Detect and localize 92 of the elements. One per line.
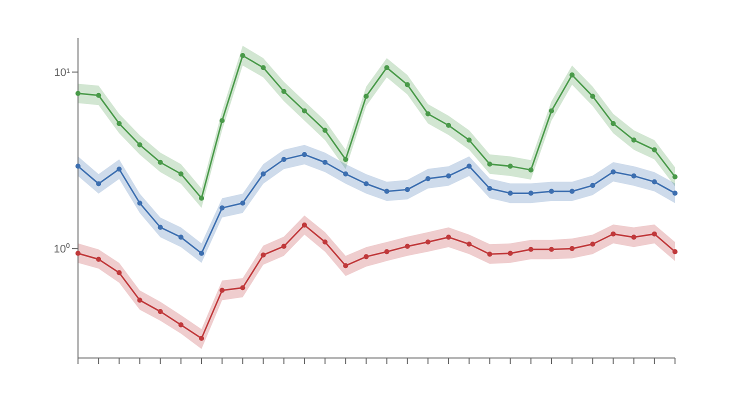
y-tick-label: 10⁰: [54, 242, 70, 256]
point: [548, 188, 554, 194]
point: [158, 308, 163, 314]
point: [590, 182, 596, 188]
point: [116, 270, 122, 276]
point: [404, 244, 410, 249]
point: [590, 94, 596, 99]
point: [487, 186, 492, 192]
point: [116, 121, 122, 126]
point: [570, 246, 575, 252]
point: [343, 263, 348, 268]
point: [508, 164, 513, 169]
point: [220, 205, 225, 210]
point: [137, 142, 142, 148]
point: [281, 88, 286, 94]
point: [672, 249, 678, 254]
point: [384, 65, 390, 70]
point: [343, 171, 348, 176]
point: [446, 122, 452, 128]
point: [240, 53, 246, 58]
point: [425, 111, 431, 116]
point: [260, 65, 266, 70]
point: [220, 288, 225, 293]
point: [178, 322, 184, 328]
point: [178, 171, 184, 176]
point: [548, 108, 554, 114]
point: [487, 252, 492, 257]
point: [322, 128, 328, 133]
point: [158, 224, 163, 230]
point: [631, 234, 636, 240]
point: [96, 181, 102, 186]
point: [610, 121, 616, 126]
point: [466, 138, 472, 143]
point: [672, 190, 678, 196]
point: [528, 190, 534, 196]
point: [466, 242, 472, 247]
point: [343, 156, 348, 162]
point: [75, 164, 81, 169]
point: [137, 298, 142, 303]
point: [384, 249, 390, 254]
point: [446, 234, 452, 240]
point: [158, 160, 163, 165]
point: [260, 252, 266, 258]
point: [404, 82, 410, 88]
point: [137, 200, 142, 206]
point: [322, 239, 328, 245]
point: [508, 250, 513, 256]
point: [466, 164, 472, 169]
point: [96, 92, 102, 98]
point: [404, 187, 410, 192]
point: [281, 156, 286, 162]
point: [302, 108, 307, 114]
point: [570, 72, 575, 78]
point: [220, 118, 225, 124]
point: [240, 200, 246, 206]
point: [508, 190, 513, 196]
point: [302, 222, 307, 228]
point: [610, 169, 616, 174]
point: [364, 181, 369, 186]
point: [652, 231, 657, 237]
point: [240, 285, 246, 290]
point: [528, 246, 534, 252]
point: [590, 242, 596, 247]
point: [96, 256, 102, 262]
point: [528, 167, 534, 172]
point: [570, 188, 575, 194]
point: [487, 162, 492, 167]
point: [384, 188, 390, 194]
point: [178, 234, 184, 240]
point: [672, 174, 678, 180]
point: [281, 244, 286, 249]
point: [302, 152, 307, 158]
point: [116, 166, 122, 172]
point: [610, 231, 616, 237]
point: [631, 138, 636, 143]
point: [260, 171, 266, 176]
point: [75, 90, 81, 96]
point: [198, 250, 204, 256]
point: [652, 179, 657, 184]
point: [548, 246, 554, 252]
point: [364, 254, 369, 260]
point: [364, 94, 369, 99]
point: [631, 173, 636, 178]
y-tick-label: 10¹: [54, 66, 70, 79]
point: [322, 160, 328, 165]
point: [425, 176, 431, 182]
point: [198, 196, 204, 201]
point: [75, 250, 81, 256]
point: [446, 173, 452, 178]
point: [425, 239, 431, 245]
point: [198, 336, 204, 341]
point: [652, 147, 657, 152]
